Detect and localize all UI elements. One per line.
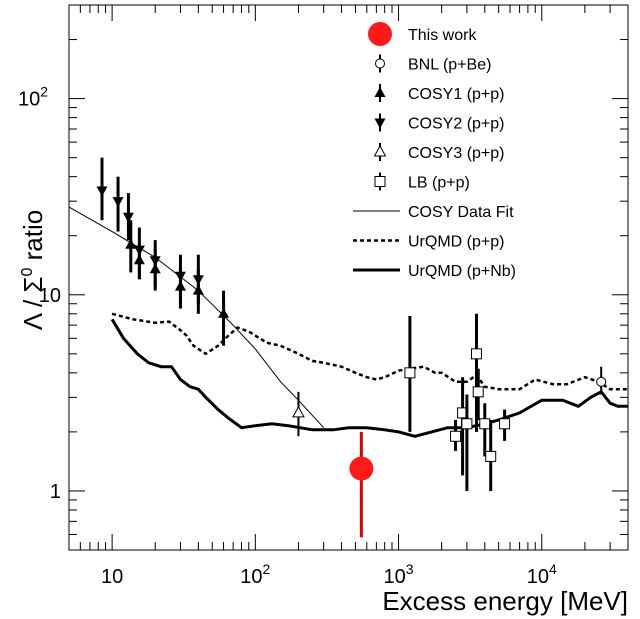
legend-marker xyxy=(374,118,386,129)
y-axis-label-rest: ratio xyxy=(18,210,48,268)
legend-label-cosy2: COSY2 (p+p) xyxy=(408,116,504,133)
point-cosy1 xyxy=(133,254,145,265)
legend: This work BNL (p+Be) COSY1 (p+p) COSY2 (p+p… xyxy=(353,22,516,280)
curve-urqmd-pp xyxy=(111,312,628,391)
legend-label-urqmd-pp: UrQMD (p+p) xyxy=(408,234,504,251)
plot-frame xyxy=(68,4,629,551)
point-bnl xyxy=(596,376,607,387)
data-points xyxy=(96,157,607,538)
point-lb xyxy=(479,418,491,430)
point-cosy1 xyxy=(149,263,161,274)
y-tick-label: 10 xyxy=(39,285,61,307)
curve-fit xyxy=(68,206,325,429)
point-cosy3 xyxy=(292,405,305,418)
y-axis-label: Λ / Σ0 ratio xyxy=(18,210,48,330)
point-cosy1 xyxy=(192,284,204,295)
point-cosy1 xyxy=(125,238,137,249)
point-lb xyxy=(461,418,473,430)
y-tick-label: 1 xyxy=(50,481,61,503)
y-axis-label-main: Λ / Σ xyxy=(18,277,48,331)
legend-label-bnl: BNL (p+Be) xyxy=(408,57,491,74)
legend-label-cosy1: COSY1 (p+p) xyxy=(408,86,504,103)
curve-urqmd-pnb xyxy=(110,318,628,438)
x-tick-label: 102 xyxy=(240,561,270,588)
point-cosy2 xyxy=(96,186,108,197)
y-tick-label: 102 xyxy=(18,84,48,111)
point-lb xyxy=(470,348,482,360)
legend-label-cosy3: COSY3 (p+p) xyxy=(408,145,504,162)
model-curves xyxy=(68,206,628,438)
x-tick-label: 10 xyxy=(101,566,123,588)
point-this-work xyxy=(349,456,374,481)
legend-marker xyxy=(368,22,392,46)
point-cosy2 xyxy=(122,212,134,223)
point-lb xyxy=(485,450,497,462)
legend-label-urqmd-pnb: UrQMD (p+Nb) xyxy=(408,263,516,280)
x-tick-label: 103 xyxy=(384,561,414,588)
legend-marker xyxy=(374,87,386,97)
legend-marker xyxy=(375,58,385,69)
point-lb xyxy=(450,430,462,442)
legend-marker xyxy=(373,144,387,157)
point-lb xyxy=(472,386,484,398)
legend-label-this-work: This work xyxy=(408,27,477,44)
point-cosy1 xyxy=(174,280,186,291)
legend-label-lb: LB (p+p) xyxy=(408,175,470,192)
axis-ticks: 10 102 103 104 1 10 102 xyxy=(18,4,629,588)
point-cosy2 xyxy=(112,197,124,208)
point-cosy1 xyxy=(218,307,230,318)
point-lb xyxy=(404,367,416,379)
legend-marker xyxy=(374,176,386,187)
x-axis-label: Excess energy [MeV] xyxy=(382,586,628,616)
legend-label-fit: COSY Data Fit xyxy=(408,204,514,221)
x-tick-label: 104 xyxy=(527,561,557,588)
point-lb xyxy=(499,418,511,430)
y-axis-label-sup: 0 xyxy=(19,268,36,277)
